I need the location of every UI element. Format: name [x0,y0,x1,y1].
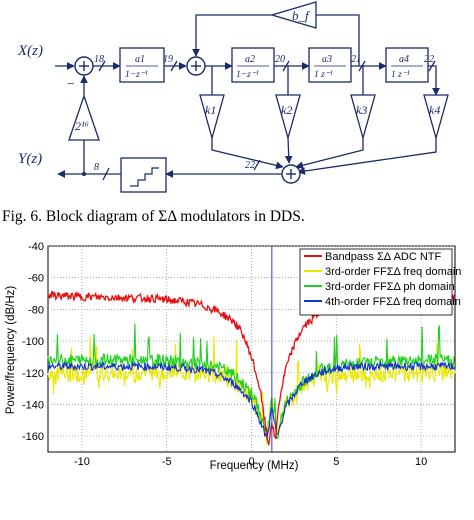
legend-entry-4: 4th-order FFΣΔ freq domain [325,296,461,308]
input-label: X(z) [17,43,43,59]
integrator-2-num: a2 [245,54,255,65]
integrator-1 [119,47,165,83]
bus-label-22b: 22 [245,160,255,171]
y-tick-label: -160 [22,431,44,443]
bus-label-8: 8 [94,162,99,173]
gain-k3-label: k3 [356,103,367,117]
quantizer-block [120,157,167,193]
integrator-1-num: a1 [135,54,145,65]
bus-label-21: 21 [351,54,361,65]
y-tick-label: -140 [22,399,44,411]
y-tick-label: -100 [22,336,44,348]
y-tick-label: -60 [28,273,44,285]
gain-k2-label: k2 [281,103,292,117]
integrator-3-num: a3 [322,54,332,65]
x-tick-label: -5 [162,456,172,468]
gain-k4-label: k4 [429,103,440,117]
integrator-3 [308,47,352,83]
gain-k3 [350,94,376,141]
bus-label-19: 19 [163,54,173,65]
series-line-3 [47,323,456,440]
next-caption-fragment [0,510,474,520]
integrator-4-den: 1 z⁻¹ [391,70,410,80]
y-axis-label: Power/frequency (dB/Hz) [5,286,17,415]
summing-junction-2 [186,56,206,76]
summing-junction-out [281,164,301,184]
integrator-4 [385,47,429,83]
legend-box [299,248,453,316]
figure-caption: Fig. 6. Block diagram of ΣΔ modulators i… [2,208,305,225]
x-axis-label: Frequency (MHz) [210,460,299,472]
feedback-path [316,14,360,66]
integrator-4-num: a4 [399,54,409,65]
gain-k1-label: k1 [205,103,216,117]
x-tick-label: 5 [333,456,339,468]
gain-k2 [275,94,301,141]
block-diagram: X(z) − 18 a1 1−z⁻¹ 19 a2 1−z⁻¹ 20 a3 1 z… [17,1,449,193]
y-tick-label: -40 [28,241,44,253]
legend-entry-2: 3rd-order FFΣΔ freq domain [325,266,461,278]
x-tick-label: 10 [415,456,427,468]
bus-label-18: 18 [94,54,104,65]
integrator-2 [231,47,275,83]
series-line-4 [47,360,456,440]
gain-k4 [423,94,449,141]
feedback-gain-block [269,1,317,29]
input-gain-block [68,93,100,141]
gain-k1 [199,94,225,141]
integrator-1-den: 1−z⁻¹ [125,70,148,80]
x-tick-label: -10 [74,456,90,468]
minus-sign: − [66,77,75,92]
input-gain-label: 2¹⁶ [75,119,89,133]
output-label: Y(z) [18,151,42,167]
psd-chart: -10 -5 0 5 10 -40 -60 -80 -100 -120 -140 -160 Bandp… [5,241,461,472]
integrator-2-den: 1−z⁻¹ [236,70,259,80]
summing-junction-1 [74,56,94,76]
x-tick-label: 0 [248,456,254,468]
bus-label-22a: 22 [424,54,434,65]
feedback-gain-label: b_f [292,8,311,23]
integrator-3-den: 1 z⁻¹ [314,70,333,80]
legend-entry-3: 3rd-order FFΣΔ ph domain [325,281,455,293]
y-tick-label: -120 [22,368,44,380]
legend-entry-1: Bandpass ΣΔ ADC NTF [325,251,442,263]
bus-label-20: 20 [275,54,285,65]
y-tick-label: -80 [28,304,44,316]
